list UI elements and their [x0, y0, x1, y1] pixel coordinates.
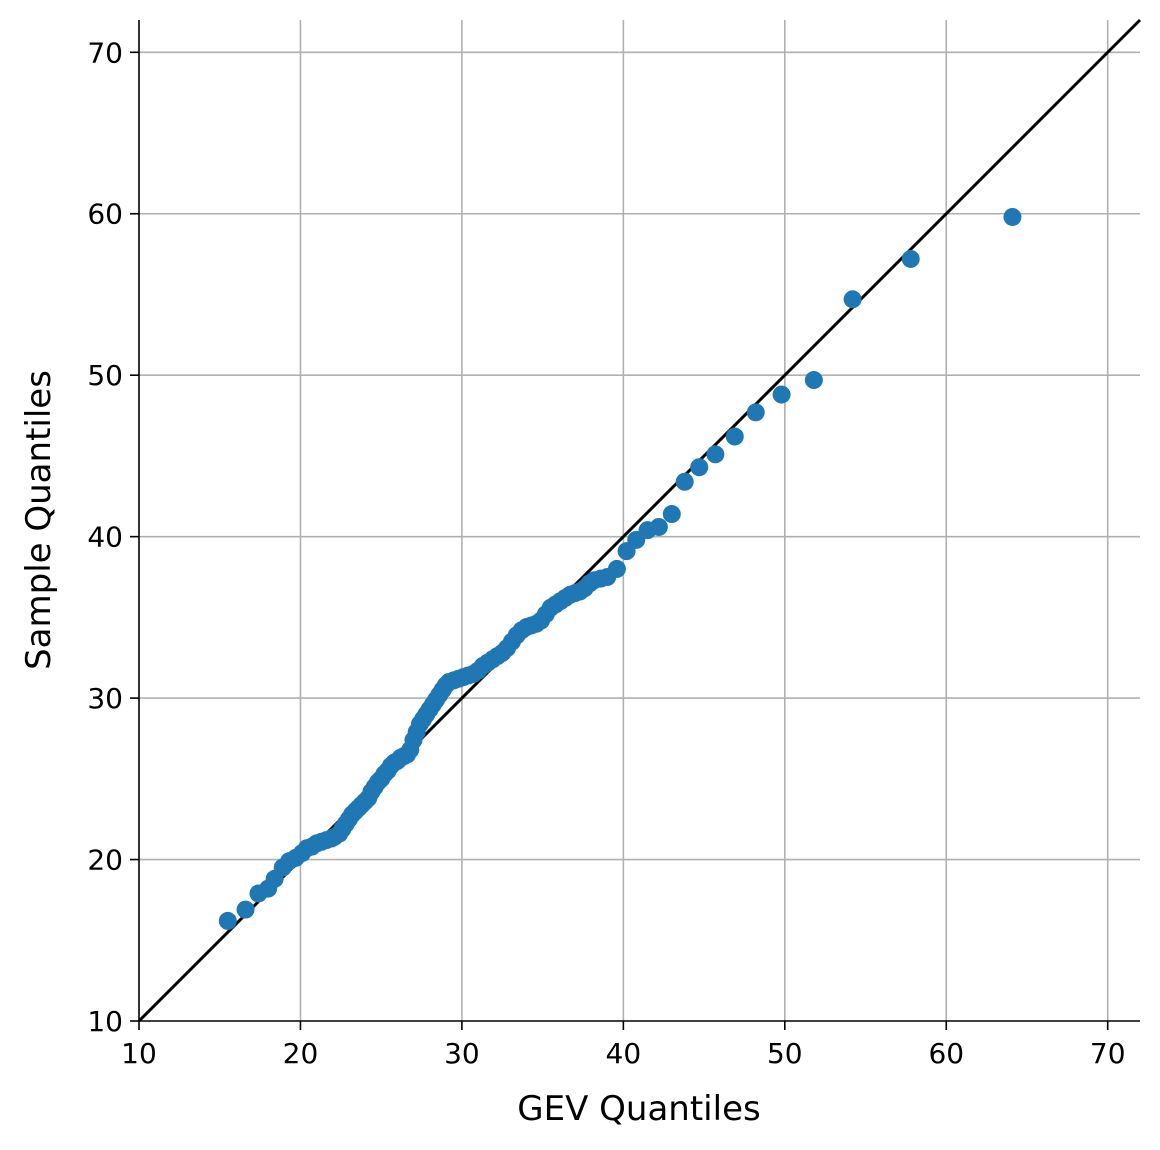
x-tick-label: 30 — [444, 1037, 480, 1070]
data-point — [236, 900, 255, 919]
x-tick-label: 10 — [121, 1037, 157, 1070]
x-tick-label: 40 — [606, 1037, 642, 1070]
data-points — [218, 207, 1022, 930]
data-point — [843, 290, 862, 309]
data-point — [804, 371, 823, 390]
data-point — [901, 249, 920, 268]
data-point — [746, 403, 765, 422]
data-point — [649, 517, 668, 536]
y-axis-title: Sample Quantiles — [19, 370, 59, 670]
x-tick-label: 70 — [1090, 1037, 1126, 1070]
y-tick-label: 30 — [87, 682, 123, 715]
data-point — [690, 458, 709, 477]
data-point — [607, 559, 626, 578]
x-tick-label: 50 — [767, 1037, 803, 1070]
data-point — [706, 445, 725, 464]
data-point — [725, 427, 744, 446]
x-tick-label: 60 — [928, 1037, 964, 1070]
data-point — [218, 911, 237, 930]
y-tick-label: 20 — [87, 844, 123, 877]
data-point — [662, 505, 681, 524]
x-tick-label: 20 — [283, 1037, 319, 1070]
y-tick-label: 40 — [87, 521, 123, 554]
x-axis-ticks: 10 20 30 40 50 60 70 — [121, 1021, 1126, 1070]
y-tick-label: 70 — [87, 36, 123, 69]
y-tick-label: 50 — [87, 359, 123, 392]
data-point — [772, 385, 791, 404]
data-point — [675, 472, 694, 491]
x-axis-title: GEV Quantiles — [517, 1089, 760, 1129]
y-axis-ticks: 10 20 30 40 50 60 70 — [87, 36, 139, 1038]
y-tick-label: 10 — [87, 1005, 123, 1038]
data-point — [1003, 207, 1022, 226]
y-tick-label: 60 — [87, 198, 123, 231]
